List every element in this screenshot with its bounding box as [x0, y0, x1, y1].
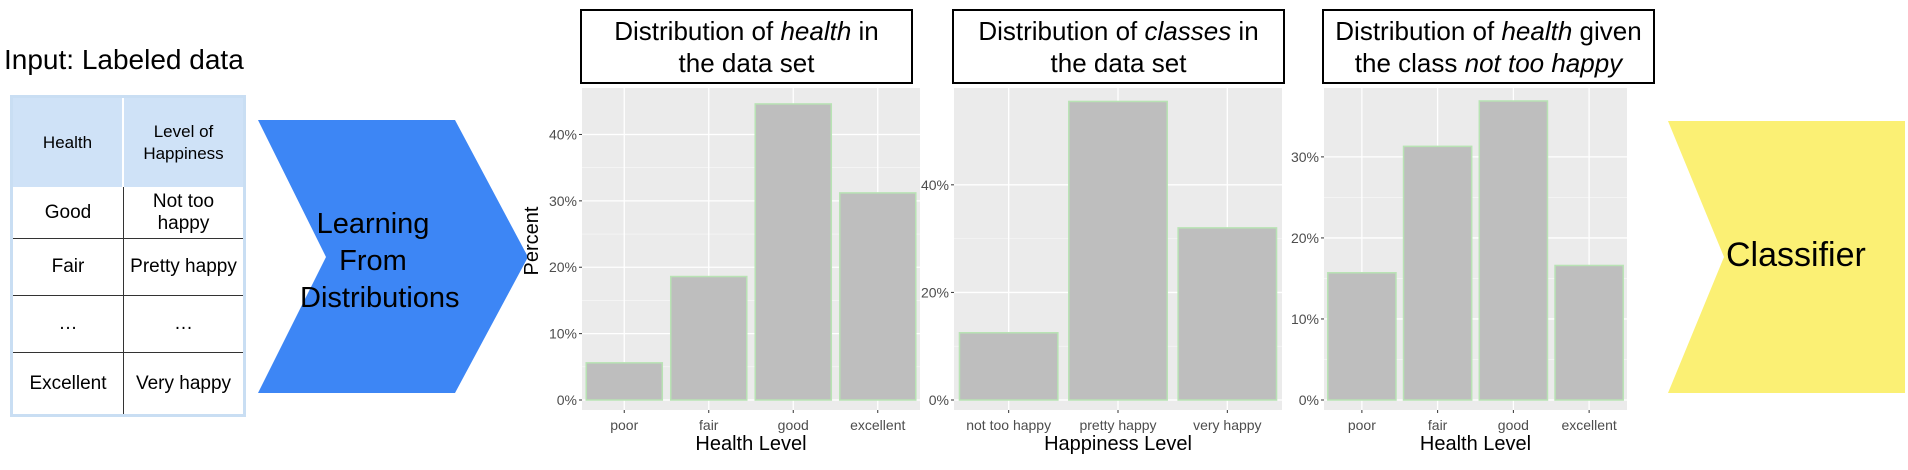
x-tick-label: good [1498, 417, 1529, 433]
chart-title-italic: health [1501, 15, 1573, 46]
input-title: Input: Labeled data [4, 44, 244, 75]
chart-title-line: the data set [978, 47, 1258, 79]
bar-poor [1327, 272, 1397, 401]
table-cell-happiness: Pretty happy [130, 256, 237, 277]
x-tick-label: poor [1348, 417, 1376, 433]
table-row: Excellent Very happy [13, 353, 243, 414]
table-cell-health: … [13, 296, 124, 352]
table-cell-health: Good [13, 187, 124, 238]
y-tick-label: 0% [557, 392, 577, 408]
chart-title-health: Distribution of health in the data set [580, 9, 913, 84]
chart-title-italic: health [780, 15, 852, 46]
labeled-data-table: Health Level of Happiness Good Not too h… [10, 95, 246, 417]
table-header-health: Health [13, 98, 124, 187]
table-cell-happiness: Not too happy [152, 190, 215, 234]
x-tick-label: fair [699, 417, 719, 433]
classifier-arrow-shape [1668, 121, 1905, 393]
chart-title-segment: Distribution of [1335, 15, 1502, 46]
x-tick-label: not too happy [966, 417, 1051, 433]
y-tick-label: 0% [929, 392, 949, 408]
y-tick-label: 20% [1291, 230, 1319, 246]
chart-title-line: Distribution of health given [1335, 15, 1641, 47]
y-tick-label: 10% [1291, 311, 1319, 327]
table-cell-happiness: Very happy [135, 372, 232, 394]
x-axis-label: Health Level [695, 433, 806, 455]
bar-good [1478, 100, 1549, 401]
table-row: Good Not too happy [13, 187, 243, 238]
chart-title-italic: classes [1144, 15, 1232, 46]
learning-from-distributions-label: Learning From Distributions [300, 206, 460, 317]
learning-label-line: Learning [316, 208, 430, 240]
x-tick-label: good [778, 417, 809, 433]
table-header-happiness: Level of Happiness [143, 121, 224, 163]
x-tick-label: excellent [850, 417, 905, 433]
table-row: … … [13, 296, 243, 352]
chart-title-segment: Distribution of [978, 15, 1145, 46]
chart-classes-distribution: 0% 20% 40% not too happy pretty happy very ha… [921, 88, 1282, 455]
chart-title-classes: Distribution of classes in the data set [952, 9, 1285, 84]
chart-title-segment: Distribution of [614, 15, 781, 46]
chart-title-segment: the data set [678, 47, 815, 78]
table-header-row: Health Level of Happiness [13, 98, 243, 187]
table-cell-health: Excellent [13, 353, 124, 414]
chart-health-given-class: 0% 10% 20% 30% poor fair good excellent Health L… [1291, 88, 1627, 455]
y-tick-label: 20% [921, 284, 949, 300]
learning-label-line: From [339, 245, 407, 277]
y-tick-label: 40% [549, 126, 577, 142]
chart-title-italic: not too happy [1464, 47, 1623, 78]
chart-title-text: Distribution of classes in the data set [978, 15, 1258, 79]
table-cell-health: Fair [13, 239, 124, 295]
y-tick-label: 0% [1299, 392, 1319, 408]
chart-title-line: Distribution of classes in [978, 15, 1258, 47]
chart-title-text: Distribution of health given the class no… [1335, 15, 1641, 79]
bar-pretty-happy [1068, 100, 1168, 401]
x-tick-label: poor [610, 417, 638, 433]
x-axis-label: Happiness Level [1044, 433, 1192, 455]
chart-title-line: the data set [614, 47, 879, 79]
chart-title-line: the class not too happy [1335, 47, 1641, 79]
chart-title-segment: in [851, 15, 879, 46]
bar-not-too-happy [958, 332, 1059, 401]
y-tick-label: 30% [1291, 149, 1319, 165]
classifier-label: Classifier [1726, 236, 1866, 274]
chart-title-segment: the class [1354, 47, 1465, 78]
y-axis-label: Percent [521, 206, 543, 275]
bar-fair [669, 275, 748, 401]
bar-excellent [1554, 264, 1624, 401]
table-cell-happiness: … [174, 313, 193, 334]
chart-title-segment: the data set [1050, 47, 1187, 78]
chart-title-health-given-class: Distribution of health given the class no… [1322, 9, 1655, 84]
table-row: Fair Pretty happy [13, 239, 243, 295]
bar-very-happy [1177, 227, 1278, 401]
chart-title-line: Distribution of health in [614, 15, 879, 47]
x-tick-label: excellent [1561, 417, 1616, 433]
y-tick-label: 40% [921, 177, 949, 193]
y-tick-label: 20% [549, 259, 577, 275]
x-tick-label: very happy [1193, 417, 1261, 433]
chart-title-segment: given [1572, 15, 1642, 46]
y-tick-label: 30% [549, 193, 577, 209]
learning-label-line: Distributions [300, 282, 460, 314]
bar-good [754, 103, 833, 401]
bar-poor [585, 362, 664, 401]
y-tick-label: 10% [549, 326, 577, 342]
chart-health-distribution: 0% 10% 20% 30% 40% poor fair good excellent Healt… [521, 88, 920, 455]
chart-title-segment: in [1231, 15, 1259, 46]
bar-fair [1402, 145, 1473, 401]
x-axis-label: Health Level [1420, 433, 1531, 455]
x-tick-label: pretty happy [1079, 417, 1156, 433]
x-tick-label: fair [1428, 417, 1448, 433]
bar-excellent [838, 192, 917, 401]
learning-arrow-shape [258, 120, 528, 393]
chart-title-text: Distribution of health in the data set [614, 15, 879, 79]
